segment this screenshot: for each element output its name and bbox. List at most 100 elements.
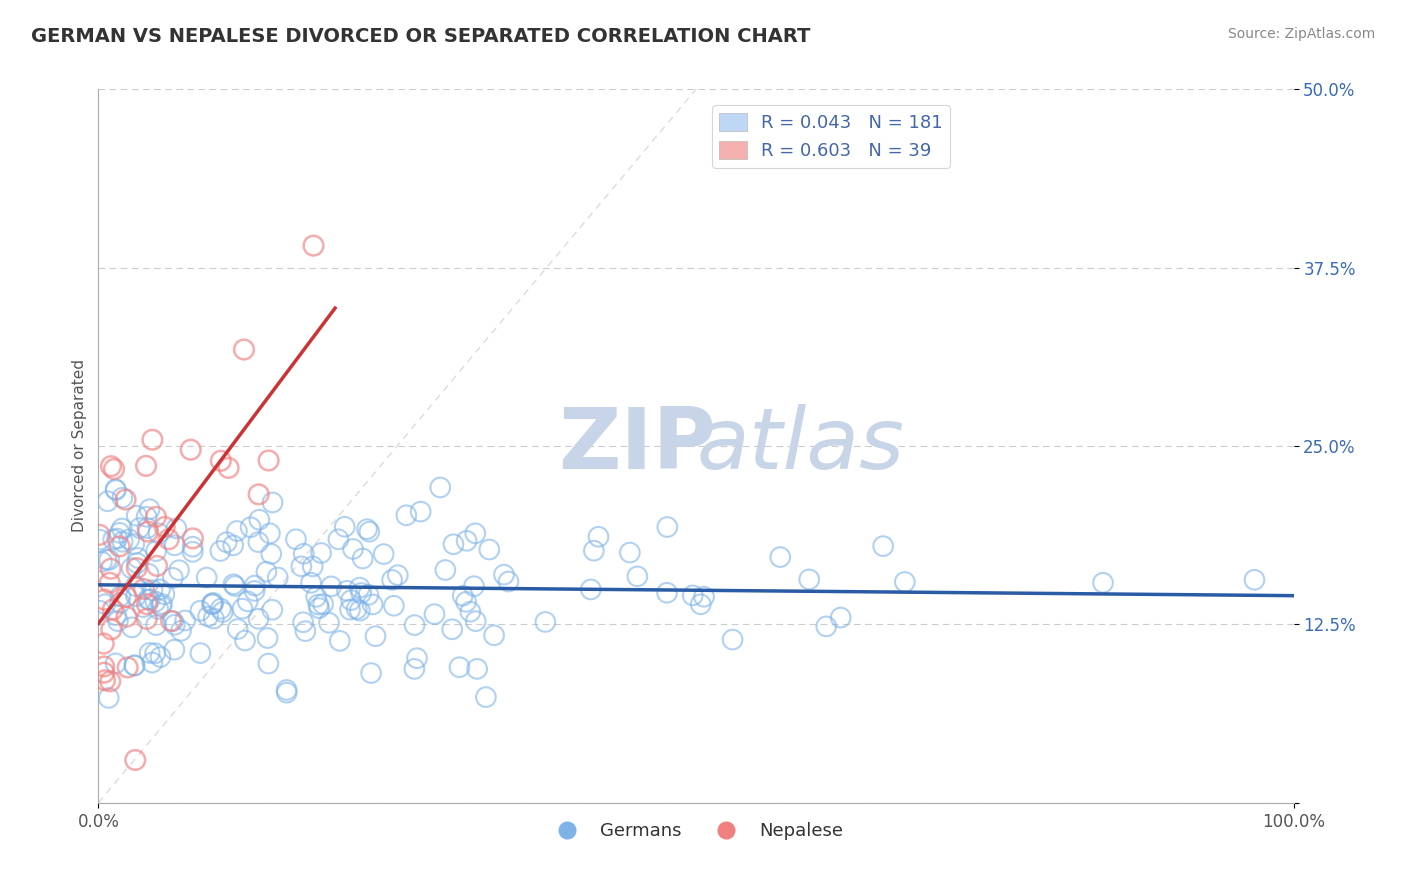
Point	[299, 575, 322, 590]
Point	[209, 544, 232, 558]
Point	[356, 522, 378, 536]
Point	[262, 603, 284, 617]
Point	[111, 534, 134, 549]
Point	[115, 609, 138, 624]
Point	[94, 673, 117, 688]
Point	[211, 605, 233, 619]
Point	[815, 619, 838, 633]
Point	[454, 595, 477, 609]
Point	[89, 533, 111, 547]
Point	[136, 524, 159, 539]
Point	[149, 582, 172, 597]
Point	[404, 618, 426, 632]
Point	[387, 568, 409, 582]
Point	[312, 597, 335, 611]
Point	[247, 487, 270, 501]
Point	[247, 612, 270, 626]
Point	[132, 600, 155, 615]
Point	[256, 631, 278, 645]
Point	[97, 690, 120, 705]
Point	[145, 594, 167, 608]
Point	[100, 562, 122, 576]
Point	[132, 582, 155, 596]
Point	[90, 555, 112, 569]
Point	[141, 433, 163, 447]
Point	[257, 657, 280, 671]
Text: ZIP: ZIP	[558, 404, 716, 488]
Point	[482, 628, 505, 642]
Point	[302, 238, 325, 252]
Point	[146, 602, 169, 616]
Point	[243, 578, 266, 592]
Point	[309, 546, 332, 560]
Point	[108, 525, 131, 540]
Point	[101, 602, 124, 616]
Point	[721, 632, 744, 647]
Point	[124, 658, 146, 673]
Point	[301, 559, 323, 574]
Point	[108, 540, 131, 554]
Point	[145, 618, 167, 632]
Point	[231, 601, 253, 615]
Point	[97, 494, 120, 508]
Point	[292, 547, 315, 561]
Point	[135, 509, 157, 524]
Point	[799, 573, 821, 587]
Point	[124, 579, 146, 593]
Point	[290, 559, 312, 574]
Point	[478, 542, 501, 557]
Point	[138, 646, 160, 660]
Point	[340, 593, 363, 607]
Point	[125, 561, 148, 575]
Point	[464, 614, 486, 628]
Point	[284, 533, 307, 547]
Point	[222, 577, 245, 591]
Point	[226, 622, 249, 636]
Point	[98, 674, 121, 689]
Point	[128, 521, 150, 535]
Point	[830, 610, 852, 624]
Point	[657, 520, 679, 534]
Point	[463, 579, 485, 593]
Point	[107, 614, 129, 628]
Point	[93, 592, 115, 607]
Point	[104, 482, 127, 496]
Point	[769, 550, 792, 565]
Point	[108, 596, 131, 610]
Point	[125, 508, 148, 523]
Point	[96, 552, 118, 566]
Point	[135, 612, 157, 626]
Point	[360, 666, 382, 681]
Point	[209, 601, 232, 615]
Point	[894, 574, 917, 589]
Point	[588, 530, 610, 544]
Point	[382, 599, 405, 613]
Point	[181, 545, 204, 559]
Point	[138, 566, 160, 581]
Point	[100, 459, 122, 474]
Text: Source: ZipAtlas.com: Source: ZipAtlas.com	[1227, 27, 1375, 41]
Point	[153, 520, 176, 534]
Point	[423, 607, 446, 622]
Point	[181, 540, 204, 554]
Point	[150, 597, 173, 611]
Point	[165, 521, 187, 535]
Point	[352, 551, 374, 566]
Point	[395, 508, 418, 523]
Point	[121, 561, 143, 575]
Point	[114, 492, 136, 507]
Point	[429, 480, 451, 494]
Point	[456, 533, 478, 548]
Point	[138, 502, 160, 516]
Point	[693, 590, 716, 604]
Point	[202, 596, 225, 610]
Point	[141, 583, 163, 598]
Point	[94, 597, 117, 611]
Point	[170, 624, 193, 638]
Point	[346, 602, 368, 616]
Point	[308, 601, 330, 615]
Point	[339, 602, 361, 616]
Point	[89, 528, 111, 542]
Point	[498, 574, 520, 589]
Point	[256, 565, 278, 579]
